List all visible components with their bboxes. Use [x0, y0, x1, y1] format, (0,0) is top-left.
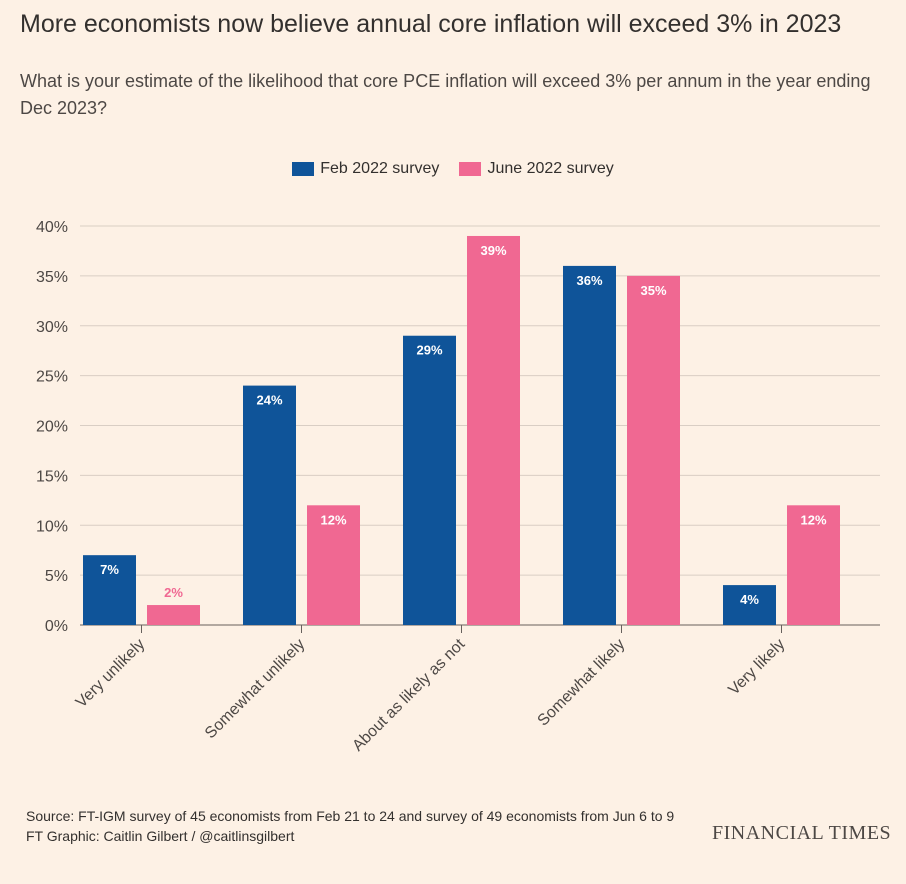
y-tick-label: 25% [36, 369, 68, 386]
y-tick-label: 30% [36, 319, 68, 336]
bar [83, 555, 136, 625]
x-tick-label: Very likely [725, 636, 788, 699]
legend-item-june: June 2022 survey [459, 158, 614, 180]
chart-subtitle: What is your estimate of the likelihood … [20, 71, 871, 118]
footer: Source: FT-IGM survey of 45 economists f… [26, 806, 706, 846]
data-label: 36% [576, 273, 602, 288]
legend-swatch-feb [292, 162, 315, 176]
y-tick-label: 35% [36, 269, 68, 286]
financial-times-logo: FINANCIAL TIMES [712, 822, 892, 844]
legend: Feb 2022 survey June 2022 survey [0, 158, 906, 180]
y-tick-label: 10% [36, 518, 68, 535]
data-label: 29% [416, 343, 442, 358]
legend-label-june: June 2022 survey [487, 160, 614, 177]
x-tick-label: About as likely as not [349, 635, 468, 754]
bar [147, 605, 200, 625]
y-tick-label: 20% [36, 419, 68, 436]
legend-swatch-june [459, 162, 482, 176]
bar [723, 585, 776, 625]
data-label: 7% [100, 562, 119, 577]
bar [403, 335, 456, 625]
bar [243, 385, 296, 625]
legend-label-feb: Feb 2022 survey [320, 160, 440, 177]
bar [467, 235, 520, 625]
data-label: 24% [256, 393, 282, 408]
y-tick-label: 0% [45, 618, 68, 635]
x-tick-label: Somewhat unlikely [202, 636, 308, 742]
data-label: 35% [640, 283, 666, 298]
chart-title: More economists now believe annual core … [20, 10, 842, 38]
data-label: 4% [740, 592, 759, 607]
data-label: 2% [164, 585, 183, 600]
data-label: 12% [800, 512, 826, 527]
bar-chart: 0% 5% 10% 15% 20% 25% 30% 35% 40% 7% 2% Very unlike… [36, 219, 880, 755]
bar [627, 275, 680, 625]
x-tick-label: Somewhat likely [535, 636, 629, 730]
bar [787, 505, 840, 625]
data-label: 12% [320, 512, 346, 527]
y-tick-label: 40% [36, 219, 68, 236]
legend-item-feb: Feb 2022 survey [292, 158, 439, 180]
bar [307, 505, 360, 625]
y-tick-label: 15% [36, 468, 68, 485]
data-label: 39% [480, 243, 506, 258]
x-tick-label: Very unlikely [73, 636, 149, 712]
bar [563, 265, 616, 625]
graphic-credit: FT Graphic: Caitlin Gilbert / @caitlinsg… [26, 828, 295, 844]
source-note: Source: FT-IGM survey of 45 economists f… [26, 808, 675, 824]
y-tick-label: 5% [45, 568, 68, 585]
